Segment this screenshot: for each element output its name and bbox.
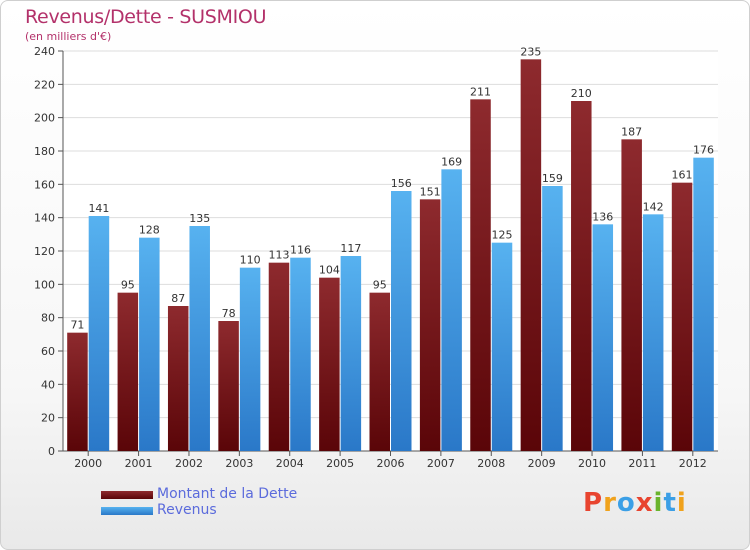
logo-letter: r — [603, 488, 617, 518]
logo-letter: P — [583, 488, 604, 518]
data-label-debt: 71 — [70, 319, 84, 332]
data-label-debt: 95 — [121, 279, 135, 292]
bar-revenue — [139, 237, 160, 451]
data-label-revenue: 176 — [693, 144, 714, 157]
data-label-revenue: 110 — [240, 254, 261, 267]
bar-debt — [621, 139, 642, 452]
bar-debt — [319, 277, 340, 451]
logo-letter: i — [676, 488, 687, 518]
data-label-revenue: 128 — [139, 224, 160, 237]
legend-swatch-debt — [101, 491, 153, 499]
data-label-debt: 211 — [470, 85, 491, 98]
x-tick-label: 2001 — [125, 457, 153, 470]
data-label-revenue: 159 — [542, 172, 563, 185]
y-tick-label: 140 — [34, 212, 55, 225]
chart-subtitle: (en milliers d'€) — [25, 30, 112, 43]
legend-label-debt: Montant de la Dette — [157, 486, 298, 502]
bar-revenue — [693, 157, 714, 451]
data-label-debt: 151 — [420, 185, 441, 198]
y-tick-label: 100 — [34, 278, 55, 291]
bar-revenue — [642, 214, 664, 451]
data-label-debt: 235 — [520, 45, 541, 58]
data-label-debt: 161 — [672, 169, 693, 182]
data-label-revenue: 125 — [492, 229, 513, 242]
bar-debt — [671, 182, 693, 451]
y-tick-label: 60 — [41, 345, 55, 358]
chart-title: Revenus/Dette - SUSMIOU — [25, 6, 267, 28]
bar-revenue — [340, 256, 362, 451]
legend-swatch-revenue — [101, 507, 153, 515]
bar-debt — [67, 332, 88, 451]
data-label-revenue: 156 — [391, 177, 412, 190]
bar-revenue — [491, 242, 513, 451]
data-label-revenue: 117 — [340, 242, 361, 255]
bar-revenue — [441, 169, 462, 452]
x-tick-label: 2008 — [477, 457, 505, 470]
y-tick-label: 180 — [34, 145, 55, 158]
logo-letter: o — [616, 488, 636, 518]
y-tick-label: 0 — [48, 445, 55, 458]
bar-debt — [218, 321, 239, 451]
x-tick-label: 2002 — [175, 457, 203, 470]
x-tick-label: 2006 — [377, 457, 405, 470]
y-tick-label: 220 — [34, 78, 55, 91]
data-label-revenue: 135 — [189, 212, 210, 225]
x-tick-label: 2004 — [276, 457, 304, 470]
data-label-revenue: 136 — [592, 210, 613, 223]
data-label-debt: 87 — [171, 292, 185, 305]
bar-debt — [520, 59, 542, 451]
bar-revenue — [290, 257, 311, 451]
bar-debt — [167, 306, 189, 451]
y-tick-label: 240 — [34, 45, 55, 58]
logo-letter: i — [653, 488, 664, 518]
bar-revenue — [542, 186, 563, 451]
data-label-debt: 210 — [571, 87, 592, 100]
bar-debt — [268, 262, 290, 451]
x-tick-label: 2010 — [578, 457, 606, 470]
x-tick-label: 2007 — [427, 457, 455, 470]
data-label-debt: 78 — [222, 307, 236, 320]
bar-revenue — [88, 216, 110, 451]
y-tick-label: 120 — [34, 245, 55, 258]
bar-revenue — [592, 224, 614, 451]
x-tick-label: 2005 — [326, 457, 354, 470]
bar-revenue — [391, 191, 412, 451]
data-label-debt: 113 — [268, 249, 289, 262]
logo-letter: t — [663, 488, 677, 518]
data-label-revenue: 169 — [441, 155, 462, 168]
y-tick-label: 20 — [41, 412, 55, 425]
bar-debt — [470, 99, 491, 451]
logo-letter: x — [635, 488, 654, 518]
data-label-debt: 187 — [621, 125, 642, 138]
x-tick-label: 2009 — [528, 457, 556, 470]
data-label-revenue: 141 — [88, 202, 109, 215]
x-tick-label: 2012 — [679, 457, 707, 470]
bar-revenue — [239, 267, 261, 451]
data-label-revenue: 142 — [643, 200, 664, 213]
data-label-debt: 95 — [373, 279, 387, 292]
y-tick-label: 40 — [41, 378, 55, 391]
legend-label-revenue: Revenus — [157, 502, 217, 518]
x-tick-label: 2011 — [628, 457, 656, 470]
bar-debt — [419, 199, 441, 451]
proxiti-logo: Proxiti — [583, 488, 687, 518]
data-label-debt: 104 — [319, 264, 340, 277]
x-tick-label: 2003 — [225, 457, 253, 470]
bar-debt — [369, 292, 390, 451]
y-tick-label: 80 — [41, 312, 55, 325]
y-tick-label: 160 — [34, 178, 55, 191]
y-tick-label: 200 — [34, 112, 55, 125]
x-tick-label: 2000 — [74, 457, 102, 470]
bar-debt — [571, 101, 592, 451]
data-label-revenue: 116 — [290, 244, 311, 257]
bar-revenue — [189, 226, 210, 451]
bar-debt — [117, 292, 139, 451]
